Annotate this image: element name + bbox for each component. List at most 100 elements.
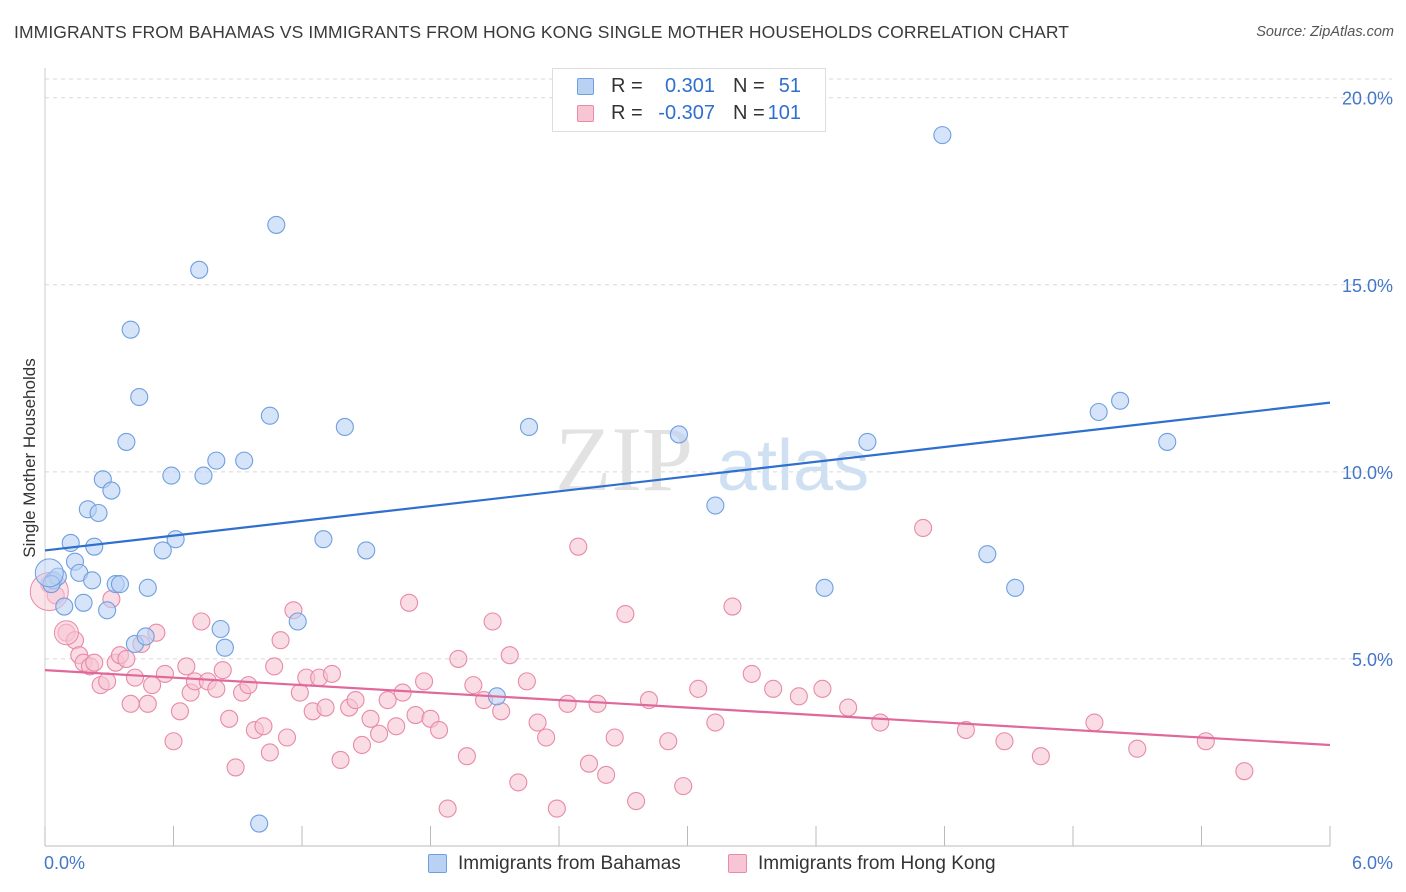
bahamas-point bbox=[978, 545, 997, 564]
watermark-atlas: atlas bbox=[717, 426, 869, 506]
hongkong-point bbox=[569, 537, 588, 556]
hongkong-point bbox=[316, 698, 335, 717]
n-label: N = bbox=[733, 102, 765, 124]
bahamas-swatch bbox=[428, 854, 447, 873]
bahamas-point bbox=[89, 503, 108, 523]
bahamas-point bbox=[335, 417, 354, 437]
trend-lines bbox=[44, 401, 1331, 747]
hongkong-point bbox=[393, 683, 412, 702]
hongkong-point bbox=[537, 728, 556, 747]
y-tick-label: 10.0% bbox=[1342, 463, 1393, 483]
hongkong-point bbox=[579, 754, 599, 773]
hongkong-swatch bbox=[577, 105, 594, 122]
hongkong-point bbox=[192, 612, 211, 631]
hongkong-point bbox=[220, 709, 239, 728]
hongkong-point bbox=[500, 646, 519, 665]
legend-label: Immigrants from Hong Kong bbox=[758, 853, 996, 874]
chart-source: Source: ZipAtlas.com bbox=[1256, 24, 1394, 40]
bahamas-point bbox=[267, 215, 286, 234]
y-tick-label: 5.0% bbox=[1352, 650, 1393, 670]
legend-label: Immigrants from Bahamas bbox=[458, 853, 681, 874]
hongkong-point bbox=[85, 653, 104, 672]
hongkong-point bbox=[956, 720, 975, 740]
hongkong-point bbox=[616, 604, 635, 624]
bahamas-point bbox=[215, 638, 234, 657]
bahamas-point bbox=[933, 126, 952, 145]
r-label: R = bbox=[611, 75, 643, 97]
hongkong-point bbox=[331, 750, 350, 769]
bahamas-point bbox=[211, 619, 230, 639]
hongkong-point bbox=[723, 597, 742, 616]
bahamas-point bbox=[357, 541, 376, 560]
bahamas-point bbox=[260, 406, 279, 425]
hongkong-point bbox=[226, 758, 245, 777]
hongkong-point bbox=[605, 728, 624, 747]
bahamas-point bbox=[314, 530, 333, 549]
legend-row-hongkong: R = -0.307 N = 101 bbox=[553, 100, 825, 127]
bahamas-trend-line bbox=[44, 401, 1331, 552]
bahamas-point bbox=[706, 496, 725, 515]
hongkong-point bbox=[509, 773, 528, 792]
hongkong-point bbox=[1085, 713, 1104, 732]
bahamas-swatch bbox=[577, 78, 594, 95]
hongkong-point bbox=[588, 694, 607, 713]
hongkong-point bbox=[438, 799, 457, 818]
bahamas-point bbox=[110, 575, 130, 594]
hongkong-point bbox=[742, 664, 761, 683]
hongkong-point bbox=[689, 679, 708, 698]
hongkong-point bbox=[271, 631, 290, 650]
hongkong-point bbox=[322, 664, 342, 683]
hongkong-point bbox=[164, 732, 183, 751]
hongkong-point bbox=[464, 676, 483, 695]
hongkong-point bbox=[706, 713, 725, 732]
hongkong-point bbox=[492, 702, 511, 721]
hongkong-point bbox=[213, 661, 232, 680]
hongkong-point bbox=[627, 792, 646, 811]
hongkong-point bbox=[207, 679, 226, 698]
n-value: 101 bbox=[767, 102, 801, 124]
hongkong-point bbox=[352, 735, 372, 755]
hongkong-point bbox=[914, 518, 933, 538]
bahamas-point bbox=[250, 814, 269, 833]
hongkong-trend-line bbox=[44, 669, 1331, 747]
bahamas-point bbox=[1006, 578, 1025, 597]
r-value: 0.301 bbox=[664, 75, 715, 97]
bahamas-point-cluster bbox=[34, 558, 64, 588]
hongkong-point bbox=[400, 593, 419, 612]
watermark: ZIP atlas bbox=[555, 408, 869, 510]
hongkong-point bbox=[239, 676, 258, 695]
hongkong-point bbox=[121, 694, 140, 713]
hongkong-point-cluster bbox=[53, 620, 79, 646]
hongkong-point bbox=[370, 724, 389, 743]
hongkong-point bbox=[558, 694, 577, 713]
y-axis-title: Single Mother Households bbox=[20, 358, 39, 558]
bahamas-point bbox=[166, 530, 185, 549]
hongkong-point bbox=[1031, 747, 1050, 766]
bahamas-point bbox=[194, 466, 213, 485]
bahamas-point bbox=[207, 451, 226, 470]
hongkong-point bbox=[430, 720, 449, 740]
hongkong-point bbox=[1196, 732, 1215, 751]
bahamas-point bbox=[190, 260, 209, 279]
series-bahamas-points bbox=[34, 126, 1177, 833]
bahamas-point bbox=[162, 466, 181, 485]
hongkong-point bbox=[265, 657, 284, 676]
x-tick-label: 0.0% bbox=[44, 853, 85, 873]
bahamas-point bbox=[83, 571, 102, 590]
series-hongkong-points bbox=[29, 518, 1254, 818]
bahamas-point bbox=[519, 417, 539, 437]
bahamas-point bbox=[102, 481, 121, 500]
bahamas-point bbox=[55, 597, 74, 616]
bahamas-point bbox=[138, 578, 157, 597]
n-value: 51 bbox=[778, 75, 801, 97]
hongkong-point bbox=[277, 728, 297, 747]
correlation-legend: R = 0.301 N = 51 R = -0.307 N = 101 bbox=[552, 68, 826, 132]
hongkong-point bbox=[597, 765, 616, 784]
hongkong-point bbox=[483, 612, 502, 631]
hongkong-point bbox=[789, 687, 808, 706]
bahamas-point bbox=[1089, 402, 1108, 422]
hongkong-point bbox=[361, 709, 380, 728]
hongkong-point bbox=[764, 679, 783, 698]
bahamas-point bbox=[98, 601, 117, 620]
